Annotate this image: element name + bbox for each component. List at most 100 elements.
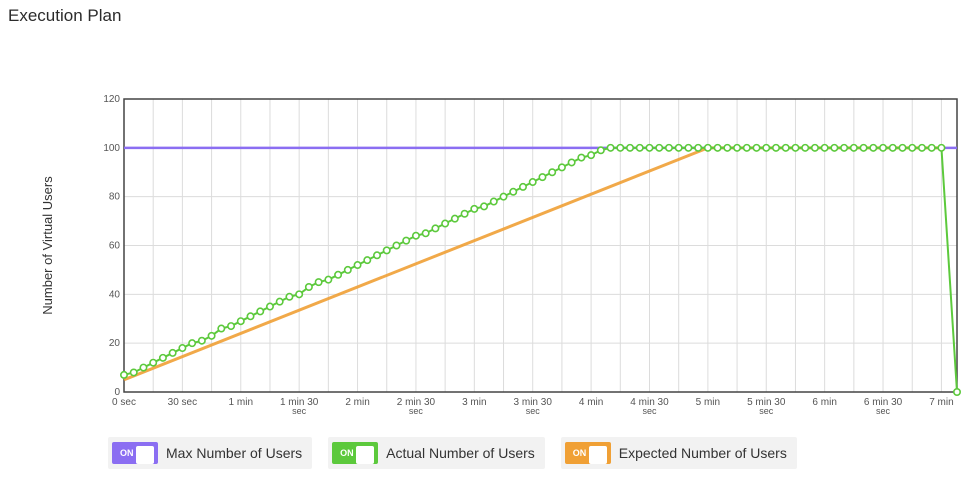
actual-users-point [888, 143, 897, 152]
actual-users-point [304, 283, 313, 292]
actual-users-point [840, 143, 849, 152]
plot-frame [123, 98, 958, 393]
actual-users-point [742, 143, 751, 152]
legend-label-expected-users: Expected Number of Users [618, 445, 787, 461]
actual-users-point [606, 143, 615, 152]
x-tick-label: 1 min 30 sec [280, 397, 319, 416]
toggle-knob [356, 446, 375, 464]
actual-users-point [217, 324, 226, 333]
actual-users-point [256, 307, 265, 316]
actual-users-point [694, 143, 703, 152]
actual-users-toggle[interactable]: ON [332, 442, 379, 464]
y-tick-label: 0 [114, 387, 120, 398]
actual-users-point [733, 143, 742, 152]
x-tick-label: 5 min [696, 397, 720, 408]
actual-users-point [879, 143, 888, 152]
actual-users-point [781, 143, 790, 152]
actual-users-point [898, 143, 907, 152]
actual-users-point [684, 143, 693, 152]
actual-users-point [343, 265, 352, 274]
actual-users-point [567, 158, 576, 167]
actual-users-point [577, 153, 586, 162]
actual-users-point [616, 143, 625, 152]
actual-users-point [810, 143, 819, 152]
actual-users-point [236, 317, 245, 326]
actual-users-point [129, 368, 138, 377]
y-axis-label: Number of Virtual Users [40, 176, 55, 315]
actual-users-point [421, 229, 430, 238]
actual-users-point [952, 387, 961, 396]
actual-users-point [557, 163, 566, 172]
x-tick-label: 4 min [579, 397, 603, 408]
actual-users-point [285, 292, 294, 301]
actual-users-point [917, 143, 926, 152]
actual-users-point [548, 168, 557, 177]
x-tick-label: 6 min [812, 397, 836, 408]
legend-item-max-users[interactable]: ON Max Number of Users [108, 437, 313, 469]
y-tick-label: 20 [109, 338, 121, 349]
actual-users-point [849, 143, 858, 152]
actual-users-point [820, 143, 829, 152]
actual-users-point [703, 143, 712, 152]
expected-users-toggle[interactable]: ON [564, 442, 611, 464]
x-tick-label: 3 min 30 sec [514, 397, 553, 416]
actual-users-point [674, 143, 683, 152]
legend-item-actual-users[interactable]: ON Actual Number of Users [328, 437, 545, 469]
actual-users-point [441, 219, 450, 228]
actual-users-point [207, 331, 216, 340]
x-tick-label: 2 min 30 sec [397, 397, 436, 416]
actual-users-point [197, 336, 206, 345]
y-tick-label: 80 [109, 192, 121, 203]
actual-users-point [158, 353, 167, 362]
actual-users-point [353, 261, 362, 270]
toggle-knob [588, 446, 607, 464]
y-tick-label: 120 [103, 94, 120, 105]
actual-users-point [334, 270, 343, 279]
x-tick-label: 0 sec [112, 397, 136, 408]
toggle-on-label: ON [572, 448, 587, 458]
actual-users-point [480, 202, 489, 211]
toggle-on-label: ON [340, 448, 354, 458]
actual-users-point [509, 187, 518, 196]
x-tick-label: 5 min 30 sec [747, 397, 786, 416]
actual-users-point [295, 290, 304, 299]
x-tick-label: 1 min [229, 397, 253, 408]
actual-users-point [265, 302, 274, 311]
actual-users-point [489, 197, 498, 206]
actual-users-point [908, 143, 917, 152]
actual-users-point [937, 143, 946, 152]
actual-users-point [314, 278, 323, 287]
actual-users-point [178, 344, 187, 353]
actual-users-point [626, 143, 635, 152]
users-chart: 0 20 40 60 80 100 120 0 sec 30 sec 1 min 1 min 30 s… [40, 94, 961, 416]
y-tick-label: 60 [109, 241, 121, 252]
actual-users-point [791, 143, 800, 152]
actual-users-point [869, 143, 878, 152]
actual-users-point [752, 143, 761, 152]
max-users-toggle[interactable]: ON [112, 442, 158, 464]
legend-item-expected-users[interactable]: ON Expected Number of Users [560, 437, 797, 469]
actual-users-point [762, 143, 771, 152]
actual-users-point [518, 182, 527, 191]
legend-label-actual-users: Actual Number of Users [386, 445, 535, 461]
legend-label-max-users: Max Number of Users [166, 445, 303, 461]
x-tick-label: 3 min [462, 397, 486, 408]
actual-users-point [655, 143, 664, 152]
actual-users-point [373, 251, 382, 260]
toggle-on-label: ON [120, 448, 134, 458]
actual-users-point [139, 363, 148, 372]
x-tick-label: 4 min 30 sec [630, 397, 669, 416]
actual-users-point [499, 192, 508, 201]
actual-users-point [324, 275, 333, 284]
actual-users-point [723, 143, 732, 152]
y-tick-label: 40 [109, 289, 121, 300]
actual-users-point [450, 214, 459, 223]
actual-users-point [635, 143, 644, 152]
actual-users-point [431, 224, 440, 233]
actual-users-line [123, 146, 958, 393]
actual-users-point [227, 322, 236, 331]
actual-users-point [771, 143, 780, 152]
x-tick-label: 7 min [929, 397, 953, 408]
actual-users-point [120, 370, 129, 379]
chart-legend: ON Max Number of Users ON Actual Number … [108, 437, 797, 469]
